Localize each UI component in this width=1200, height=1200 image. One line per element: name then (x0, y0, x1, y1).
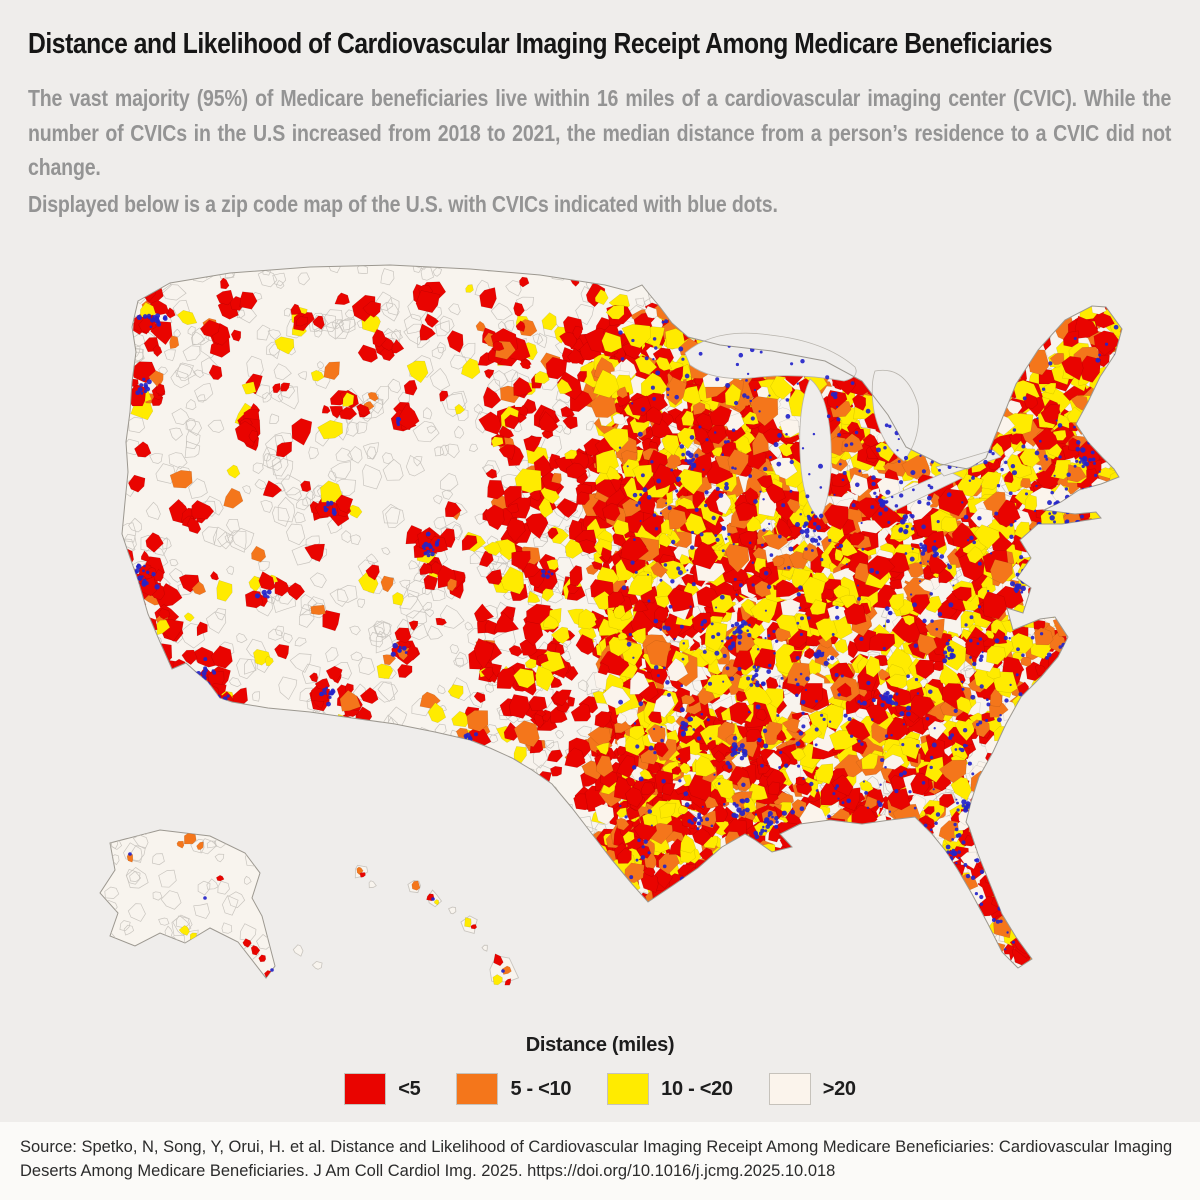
legend-swatch-over-20 (768, 1073, 811, 1105)
intro-paragraph-2: Displayed below is a zip code map of the… (28, 190, 778, 217)
legend-label-over-20: >20 (822, 1077, 856, 1100)
legend-item-under-5: <5 (344, 1073, 421, 1105)
header: Distance and Likelihood of Cardiovascula… (28, 16, 1178, 221)
legend-swatch-5-10 (456, 1073, 499, 1105)
legend-item-5-10: 5 - <10 (456, 1073, 571, 1105)
legend-title: Distance (miles) (525, 1034, 675, 1056)
legend-label-10-20: 10 - <20 (661, 1077, 733, 1100)
intro-text: The vast majority (95%) of Medicare bene… (28, 81, 1171, 221)
legend-item-10-20: 10 - <20 (607, 1073, 733, 1105)
legend-swatch-under-5 (344, 1073, 387, 1105)
legend-swatch-10-20 (607, 1073, 650, 1105)
legend-row: <5 5 - <10 10 - <20 >20 (0, 1073, 1200, 1105)
source-text: Source: Spetko, N, Song, Y, Orui, H. et … (20, 1137, 1173, 1181)
footer: Source: Spetko, N, Song, Y, Orui, H. et … (0, 1121, 1200, 1200)
intro-paragraph-1: The vast majority (95%) of Medicare bene… (28, 85, 1172, 180)
us-choropleth-map (70, 258, 1170, 1033)
page-title: Distance and Likelihood of Cardiovascula… (28, 28, 1053, 60)
legend-label-5-10: 5 - <10 (510, 1077, 572, 1100)
map-legend: Distance (miles) <5 5 - <10 10 - <20 >20 (0, 1034, 1200, 1105)
map-svg (99, 264, 1123, 986)
legend-item-over-20: >20 (768, 1073, 856, 1105)
legend-label-under-5: <5 (398, 1077, 421, 1100)
